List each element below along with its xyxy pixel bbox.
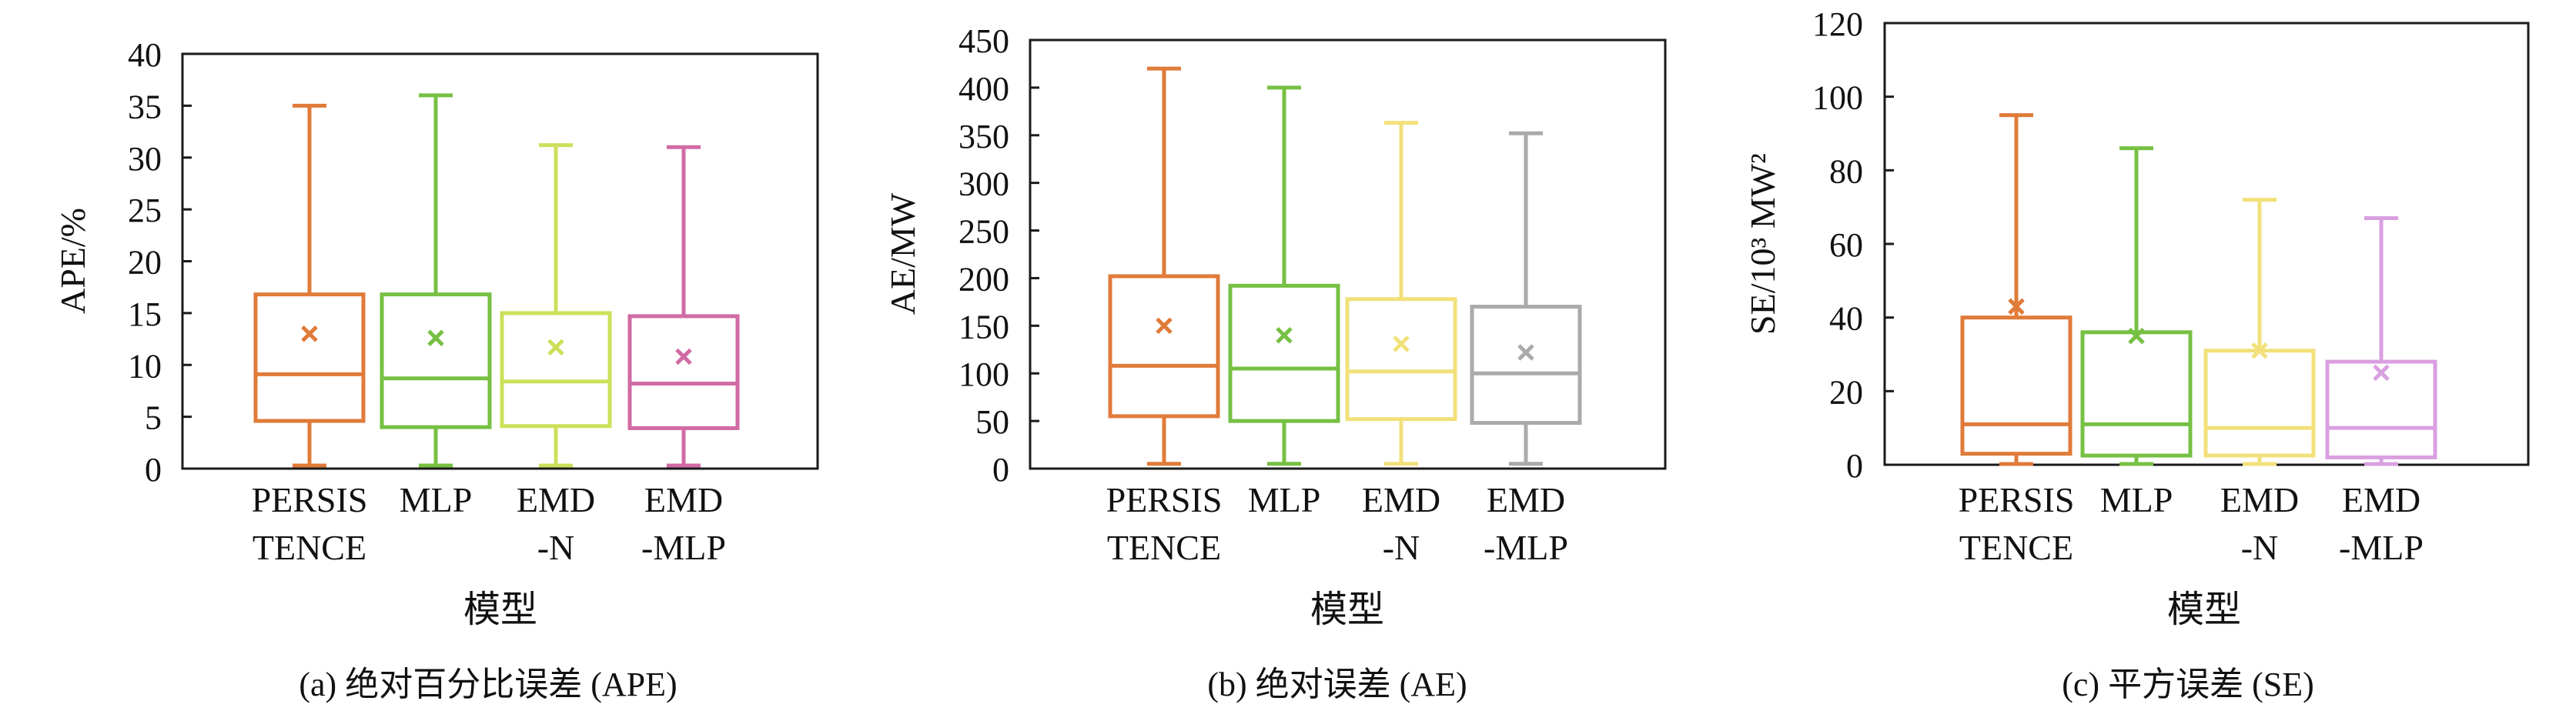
mean-marker [1156, 317, 1173, 335]
mean-marker [1517, 344, 1534, 361]
category-label-line1: EMD [2342, 480, 2420, 519]
category-label-line1: MLP [400, 480, 473, 519]
y-tick-label: 15 [128, 295, 162, 333]
mean-marker [2008, 298, 2025, 315]
category-label-line2: -N [537, 528, 575, 567]
y-tick-label: 450 [958, 22, 1009, 60]
y-axis-label: SE/10³ MW² [1743, 153, 1782, 335]
iqr-box [1108, 274, 1220, 419]
box-plot [253, 103, 366, 468]
y-tick-label: 300 [958, 165, 1009, 203]
y-tick-label: 400 [958, 70, 1009, 108]
y-tick-label: 10 [128, 347, 162, 385]
y-tick-label: 80 [1829, 152, 1863, 190]
category-label-line2: -N [1383, 528, 1420, 567]
category-label-line2: -N [2241, 528, 2279, 567]
iqr-box [627, 314, 740, 430]
category-label-line2: -MLP [2339, 528, 2424, 567]
iqr-box [253, 292, 366, 423]
category-label-line1: PERSIS [1106, 480, 1223, 519]
y-tick-label: 250 [958, 213, 1009, 251]
x-axis-label: 模型 [1310, 589, 1384, 630]
x-axis-label: 模型 [463, 589, 537, 630]
plot-frame [1029, 38, 1667, 470]
box-plot [2080, 146, 2193, 466]
category-label-line1: EMD [1362, 480, 1440, 519]
panel-caption: (b) 绝对误差 (AE) [1207, 666, 1467, 703]
category-label-line1: EMD [2220, 480, 2299, 519]
mean-marker [427, 329, 444, 346]
category-label-line1: EMD [644, 480, 723, 519]
box-plot [1108, 66, 1220, 466]
category-label-line2: TENCE [1959, 528, 2073, 567]
y-axis-label: AE/MW [883, 192, 922, 315]
iqr-box [1960, 315, 2073, 456]
category-label-line1: PERSIS [252, 480, 368, 519]
mean-marker [2251, 342, 2268, 359]
y-tick-label: 20 [1829, 373, 1863, 411]
box-plot [2203, 198, 2316, 466]
y-tick-label: 0 [1846, 447, 1863, 485]
panel-caption: (a) 绝对百分比误差 (APE) [299, 666, 677, 703]
category-label-line2: TENCE [253, 528, 366, 567]
box-plot [627, 145, 740, 468]
mean-marker [2128, 327, 2145, 345]
box-plot [2325, 216, 2437, 466]
iqr-box [2080, 330, 2193, 458]
y-tick-label: 50 [975, 403, 1009, 441]
panel-se: 0 20 40 60 80 100 120 SE/10³ MW² PERSIS TENCE MLP E… [1743, 5, 2530, 703]
y-tick-label: 100 [958, 355, 1009, 393]
x-axis-label: 模型 [2167, 589, 2241, 630]
iqr-box [1228, 283, 1340, 423]
category-label-line2: -MLP [1484, 528, 1568, 567]
category-label-line2: TENCE [1107, 528, 1221, 567]
y-tick-label: 0 [145, 451, 162, 489]
y-tick-label: 100 [1812, 79, 1863, 117]
y-tick-label: 25 [128, 192, 162, 229]
iqr-box [2203, 349, 2316, 458]
y-tick-label: 150 [958, 308, 1009, 345]
iqr-box [1470, 305, 1582, 426]
mean-marker [1276, 326, 1293, 344]
y-tick-label: 5 [145, 399, 162, 437]
category-label-line1: MLP [1248, 480, 1321, 519]
y-tick-label: 40 [1829, 300, 1863, 338]
box-plot [380, 93, 492, 468]
y-tick-label: 60 [1829, 226, 1863, 264]
iqr-box [500, 311, 612, 429]
panel-caption: (c) 平方误差 (SE) [2062, 666, 2314, 703]
category-label-line2: -MLP [641, 528, 726, 567]
box-plot [1228, 85, 1340, 466]
y-tick-label: 40 [128, 36, 162, 74]
y-tick-label: 200 [958, 260, 1009, 298]
y-tick-label: 120 [1812, 5, 1863, 43]
panel-ae: 0 50 100 150 200 250 300 350 400 450 AE/MW PERSIS TE… [883, 22, 1667, 703]
iqr-box [2325, 359, 2437, 459]
category-label-line1: PERSIS [1959, 480, 2075, 519]
mean-marker [675, 348, 692, 366]
box-plot [1470, 131, 1582, 466]
panel-ape: 0 5 10 15 20 25 30 35 40 APE/% PERSIS TENCE MLP EMD -N… [53, 36, 819, 703]
y-tick-label: 30 [128, 140, 162, 178]
iqr-box [380, 292, 492, 429]
box-plot [500, 143, 612, 468]
y-tick-label: 0 [992, 451, 1009, 489]
category-label-line1: EMD [517, 480, 595, 519]
category-label-line1: EMD [1487, 480, 1565, 519]
mean-marker [2373, 364, 2390, 382]
box-plot [1345, 121, 1457, 466]
y-tick-label: 350 [958, 118, 1009, 155]
mean-marker [547, 339, 564, 356]
box-plot [1960, 113, 2073, 466]
y-tick-label: 20 [128, 244, 162, 282]
y-axis-label: APE/% [53, 208, 92, 314]
category-label-line1: MLP [2100, 480, 2173, 519]
iqr-box [1345, 297, 1457, 422]
mean-marker [301, 325, 318, 342]
mean-marker [1393, 335, 1410, 352]
y-tick-label: 35 [128, 88, 162, 125]
